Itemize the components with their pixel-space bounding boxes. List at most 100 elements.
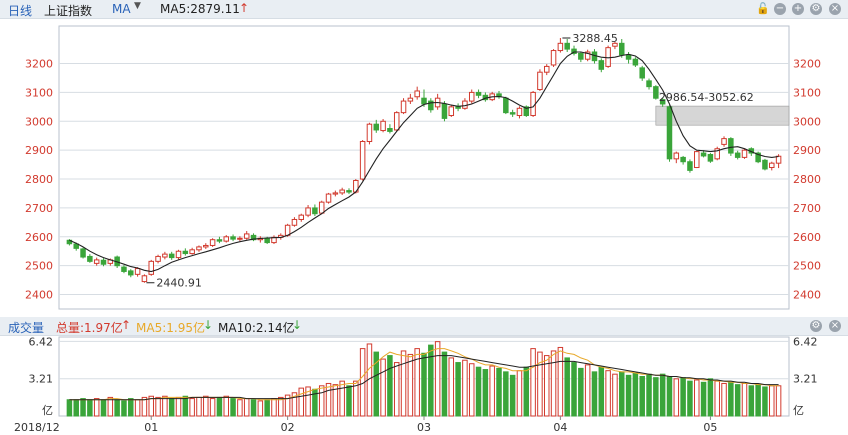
volume-bar-up bbox=[462, 359, 468, 417]
close-icon[interactable]: × bbox=[829, 3, 841, 15]
candle-up bbox=[775, 155, 782, 164]
plus-icon[interactable]: + bbox=[792, 3, 804, 15]
period-selector[interactable]: 日线 bbox=[8, 4, 33, 18]
volume-bar-up bbox=[550, 350, 557, 417]
volume-bar-down bbox=[707, 378, 714, 417]
volume-tick-label-left: 3.21 bbox=[29, 373, 54, 386]
volume-bar-down bbox=[114, 399, 120, 417]
volume-bar-down bbox=[128, 398, 134, 417]
gear-icon[interactable]: ⚙ bbox=[810, 3, 822, 15]
close-icon[interactable]: × bbox=[829, 320, 841, 332]
candle-down bbox=[128, 270, 134, 276]
candle-up bbox=[769, 162, 775, 168]
volume-bar-down bbox=[666, 376, 673, 417]
chevron-down-icon[interactable]: ▼ bbox=[134, 1, 141, 11]
candle-down bbox=[441, 103, 448, 119]
price-tick-label-right: 2400 bbox=[793, 289, 821, 302]
volume-bar-up bbox=[134, 399, 141, 417]
volume-bar-up bbox=[380, 358, 386, 417]
candle-down bbox=[455, 106, 461, 109]
x-axis-label: 02 bbox=[281, 421, 295, 434]
candle-down bbox=[762, 159, 768, 170]
volume-bar-down bbox=[591, 371, 598, 417]
candle-up bbox=[155, 255, 161, 262]
candle-up bbox=[284, 224, 291, 236]
volume-bar-down bbox=[182, 395, 189, 417]
lock-icon[interactable]: 🔓 bbox=[756, 2, 770, 15]
x-axis-label: 01 bbox=[144, 421, 158, 434]
volume-bar-down bbox=[578, 367, 584, 417]
volume-title[interactable]: 成交量 bbox=[8, 321, 45, 335]
volume-bar-up bbox=[243, 398, 250, 417]
price-tick-label-right: 3100 bbox=[793, 86, 821, 99]
volume-bar-up bbox=[775, 385, 782, 417]
candle-up bbox=[196, 246, 202, 251]
ma5-value: MA5:2879.11 bbox=[160, 2, 240, 16]
price-tick-label-left: 2800 bbox=[25, 173, 53, 186]
candle-up bbox=[584, 51, 591, 60]
volume-bar-up bbox=[162, 395, 168, 417]
candle-down bbox=[734, 152, 741, 158]
volume-bar-up bbox=[400, 350, 407, 417]
minus-icon[interactable]: − bbox=[774, 3, 786, 15]
candle-down bbox=[564, 42, 570, 50]
candle-down bbox=[346, 190, 352, 193]
down-arrow-icon: ↓ bbox=[292, 318, 303, 332]
volume-bar-down bbox=[687, 380, 693, 417]
volume-bar-up bbox=[673, 378, 680, 417]
price-tick-label-right: 3200 bbox=[793, 58, 821, 71]
price-panel-frame bbox=[58, 25, 790, 310]
volume-bar-up bbox=[434, 341, 441, 417]
candle-down bbox=[66, 239, 73, 245]
volume-bar-down bbox=[428, 344, 434, 417]
volume-bar-down bbox=[387, 355, 393, 417]
candle-down bbox=[639, 67, 645, 79]
candle-down bbox=[619, 42, 625, 56]
candle-up bbox=[325, 193, 332, 203]
volume-bar-down bbox=[503, 371, 509, 417]
volume-bar-down bbox=[455, 362, 461, 417]
candle-up bbox=[543, 65, 550, 73]
price-tick-label-left: 3000 bbox=[25, 115, 53, 128]
volume-bar-down bbox=[373, 351, 380, 417]
candle-up bbox=[291, 218, 298, 226]
volume-bar-down bbox=[346, 385, 352, 417]
candle-down bbox=[312, 207, 318, 215]
volume-bar-down bbox=[571, 362, 577, 417]
volume-bar-up bbox=[189, 398, 195, 417]
candle-down bbox=[523, 106, 530, 117]
up-arrow-icon: ↑ bbox=[239, 1, 250, 15]
volume-bar-up bbox=[407, 353, 414, 417]
top-toolbar: 日线 上证指数 MA ▼ MA5:2879.11 ↑ 🔓 − + ⚙ × bbox=[0, 0, 848, 19]
volume-bar-down bbox=[659, 373, 666, 417]
candle-up bbox=[550, 50, 557, 66]
volume-bar-down bbox=[80, 398, 86, 417]
price-tick-label-right: 3000 bbox=[793, 115, 821, 128]
volume-bar-down bbox=[632, 372, 639, 417]
volume-bar-up bbox=[468, 363, 475, 417]
candle-up bbox=[557, 42, 564, 52]
candle-down bbox=[80, 248, 86, 258]
price-tick-label-left: 2900 bbox=[25, 144, 53, 157]
volume-bar-up bbox=[278, 396, 284, 417]
candle-down bbox=[373, 123, 380, 131]
x-axis-label: 05 bbox=[703, 421, 717, 434]
candle-up bbox=[380, 120, 386, 132]
volume-bar-up bbox=[196, 396, 202, 417]
price-tick-label-right: 2600 bbox=[793, 231, 821, 244]
volume-bar-down bbox=[250, 399, 257, 417]
gear-icon[interactable]: ⚙ bbox=[810, 320, 822, 332]
indicator-selector[interactable]: MA bbox=[112, 2, 131, 16]
volume-ma10: MA10:2.14亿 bbox=[218, 321, 295, 335]
candle-up bbox=[203, 244, 209, 248]
down-arrow-icon: ↓ bbox=[203, 318, 214, 332]
candle-up bbox=[237, 237, 243, 240]
volume-bar-down bbox=[482, 369, 489, 417]
volume-toolbar: 成交量 总量:1.97亿 ↑ MA5:1.95亿 ↓ MA10:2.14亿 ↓ … bbox=[0, 317, 848, 336]
volume-bar-up bbox=[141, 396, 148, 417]
candle-up bbox=[741, 149, 748, 158]
candle-down bbox=[230, 236, 236, 240]
candle-down bbox=[728, 138, 734, 154]
candle-up bbox=[223, 236, 229, 242]
candle-up bbox=[612, 42, 618, 47]
